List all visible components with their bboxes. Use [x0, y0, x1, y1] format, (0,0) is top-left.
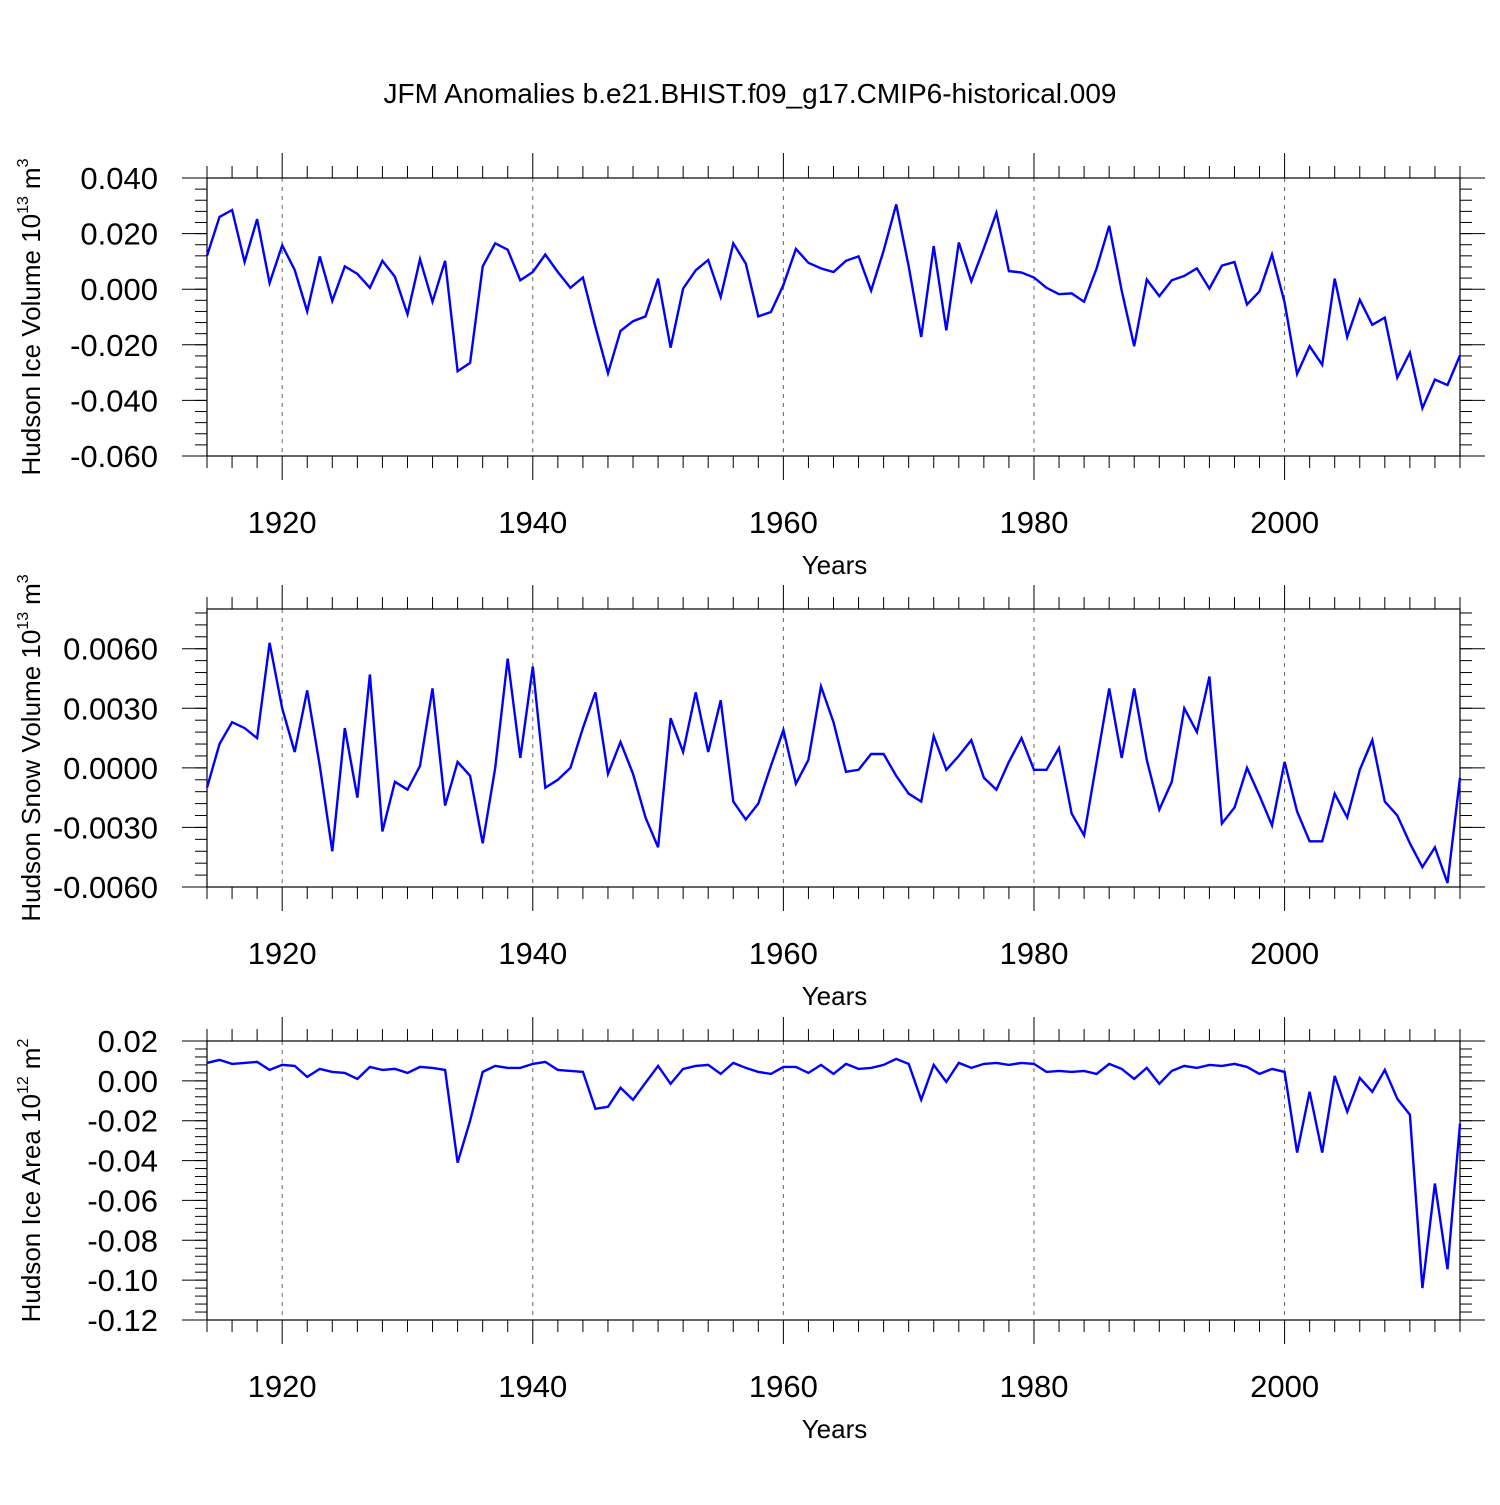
y-axis-label-part: m — [16, 1048, 46, 1070]
y-axis-label-part: 3 — [15, 574, 32, 583]
y-tick-label: -0.04 — [87, 1144, 158, 1179]
panel-2: 1920 1940 1960 1980 2000 -0.0060 -0.0030 0.0000… — [15, 574, 1485, 1011]
plot-frame — [206, 1040, 1461, 1321]
y-axis-label-part: Hudson Ice Volume 10 — [16, 214, 46, 476]
x-axis-label: Years — [802, 981, 868, 1011]
y-tick-label: -0.02 — [87, 1104, 158, 1139]
y-tick-label: 0.0060 — [63, 632, 158, 667]
x-tick-label: 1960 — [749, 936, 818, 971]
y-axis-label-part: 13 — [15, 196, 32, 214]
y-axis-label: Hudson Snow Volume 1013 m3 — [15, 574, 46, 921]
x-tick-label: 1980 — [999, 505, 1068, 540]
y-axis-label-part: Hudson Snow Volume 10 — [16, 630, 46, 922]
y-tick-label: -0.12 — [87, 1303, 158, 1338]
y-tick-label: 0.0030 — [63, 691, 158, 726]
series-line-1 — [205, 204, 1462, 413]
x-tick-label: 1960 — [749, 505, 818, 540]
x-axis-label: Years — [802, 550, 868, 580]
y-axis-label-part: 12 — [15, 1076, 32, 1094]
series-line-1 — [205, 642, 1462, 884]
y-axis-label-part: Hudson Ice Area 10 — [16, 1094, 46, 1322]
y-axis-label-part: 2 — [15, 1039, 32, 1048]
y-tick-label: 0.00 — [98, 1064, 158, 1099]
x-tick-label: 2000 — [1250, 505, 1319, 540]
figure-title: JFM Anomalies b.e21.BHIST.f09_g17.CMIP6-… — [383, 78, 1117, 109]
x-tick-label: 1960 — [749, 1369, 818, 1404]
x-tick-label: 1920 — [248, 505, 317, 540]
x-tick-label: 1920 — [248, 1369, 317, 1404]
y-tick-label: -0.020 — [70, 328, 158, 363]
x-tick-label: 1940 — [498, 505, 567, 540]
x-tick-label: 1980 — [999, 1369, 1068, 1404]
x-axis-label: Years — [802, 1414, 868, 1444]
y-tick-label: -0.0060 — [53, 870, 158, 905]
y-tick-label: -0.060 — [70, 439, 158, 474]
x-tick-label: 2000 — [1250, 936, 1319, 971]
y-tick-label: 0.020 — [80, 217, 158, 252]
y-axis-label-part: m — [16, 583, 46, 605]
y-tick-label: -0.040 — [70, 383, 158, 418]
x-tick-label: 1940 — [498, 936, 567, 971]
x-tick-label: 2000 — [1250, 1369, 1319, 1404]
panel-1: 1920 1940 1960 1980 2000 -0.060 -0.040 -0.020 0.… — [15, 153, 1485, 580]
y-axis-label-part: m — [16, 167, 46, 189]
plot-frame — [206, 177, 1461, 457]
y-tick-label: 0.000 — [80, 272, 158, 307]
y-tick-label: 0.040 — [80, 161, 158, 196]
y-axis-label-part: 3 — [15, 158, 32, 167]
y-tick-label: 0.02 — [98, 1024, 158, 1059]
y-tick-label: -0.06 — [87, 1183, 158, 1218]
y-axis-label: Hudson Ice Area 1012 m2 — [15, 1039, 46, 1323]
y-tick-label: -0.10 — [87, 1263, 158, 1298]
y-tick-label: -0.08 — [87, 1223, 158, 1258]
y-axis-label-part: 13 — [15, 612, 32, 630]
y-tick-label: -0.0030 — [53, 810, 158, 845]
panel-3: 1920 1940 1960 1980 2000 -0.12 -0.10 -0.08 -0.06… — [15, 1017, 1485, 1444]
x-tick-label: 1920 — [248, 936, 317, 971]
y-axis-label: Hudson Ice Volume 1013 m3 — [15, 158, 46, 475]
y-tick-label: 0.0000 — [63, 751, 158, 786]
x-tick-label: 1940 — [498, 1369, 567, 1404]
series-line-1 — [206, 1057, 1462, 1289]
plot-frame — [206, 608, 1461, 888]
x-tick-label: 1980 — [999, 936, 1068, 971]
